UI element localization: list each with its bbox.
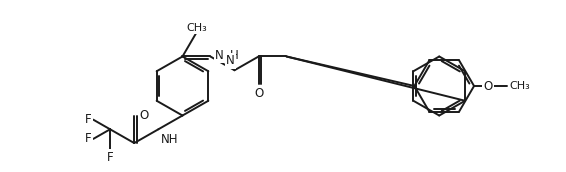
Text: F: F (84, 132, 91, 146)
Text: N: N (226, 54, 235, 67)
Text: F: F (107, 150, 113, 164)
Text: NH: NH (161, 133, 179, 146)
Text: H: H (230, 49, 239, 62)
Text: CH₃: CH₃ (186, 23, 207, 33)
Text: CH₃: CH₃ (509, 81, 530, 91)
Text: O: O (254, 87, 263, 100)
Text: N: N (215, 49, 224, 62)
Text: O: O (483, 79, 492, 93)
Text: F: F (84, 113, 91, 126)
Text: O: O (139, 109, 148, 122)
